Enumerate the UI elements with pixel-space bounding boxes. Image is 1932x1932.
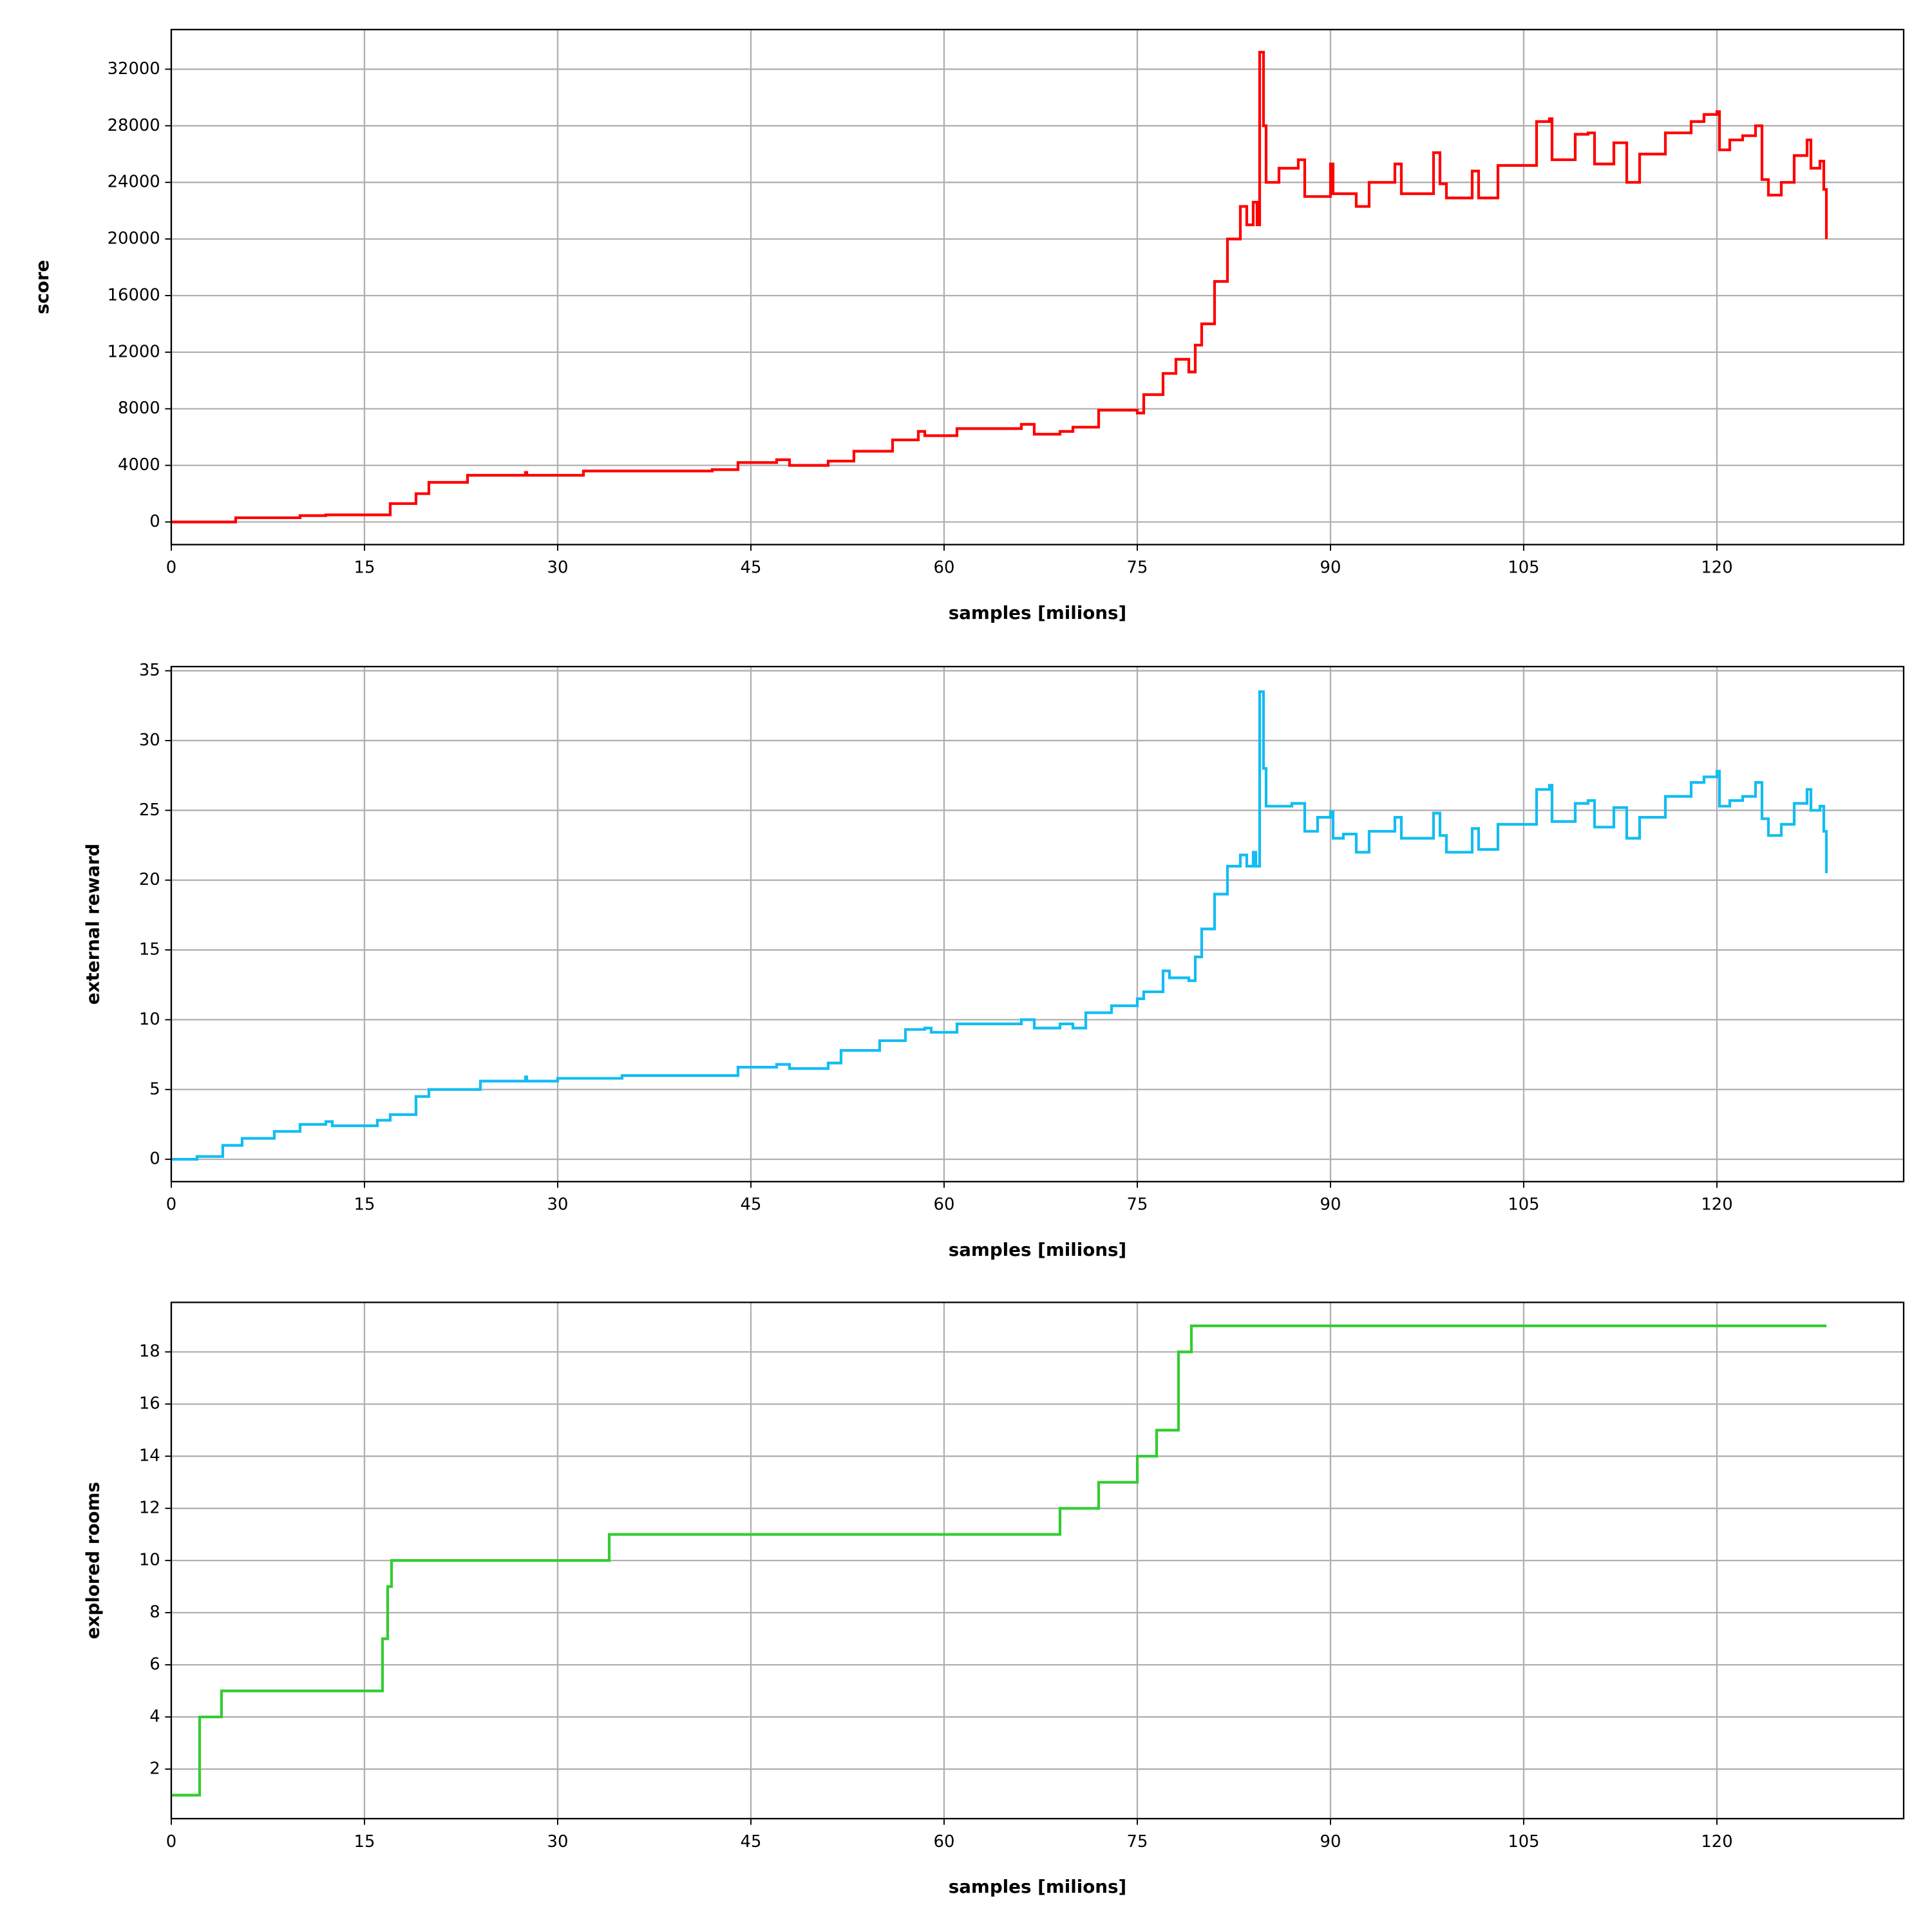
- y-tick-label: 12: [139, 1499, 160, 1518]
- x-tick-label: 15: [354, 558, 375, 578]
- x-tick-label: 0: [166, 558, 176, 578]
- x-tick-label: 120: [1701, 558, 1732, 578]
- y-tick-label: 8: [149, 1603, 160, 1622]
- x-tick-label: 75: [1127, 1195, 1148, 1215]
- x-tick-label: 15: [354, 1832, 375, 1852]
- x-tick-label: 75: [1127, 1832, 1148, 1852]
- y-tick-label: 25: [139, 800, 160, 820]
- data-line: [171, 1324, 1826, 1797]
- x-tick-label: 45: [741, 1832, 762, 1852]
- y-tick-label: 20: [139, 870, 160, 889]
- x-tick-label: 60: [934, 558, 955, 578]
- plot-frame: [170, 28, 1905, 545]
- x-tick-label: 90: [1320, 1195, 1341, 1215]
- y-tick-label: 0: [149, 1150, 160, 1169]
- x-tick-label: 0: [166, 1832, 176, 1852]
- y-tick-label: 10: [139, 1010, 160, 1029]
- plot-frame: [170, 665, 1905, 1182]
- x-tick-label: 75: [1127, 558, 1148, 578]
- y-tick-label: 12000: [108, 342, 160, 361]
- x-tick-label: 30: [547, 1195, 569, 1215]
- y-axis-label: score: [32, 260, 53, 315]
- y-tick-label: 10: [139, 1551, 160, 1570]
- y-tick-label: 0: [149, 512, 160, 531]
- y-tick-label: 15: [139, 940, 160, 960]
- x-tick-label: 30: [547, 1832, 569, 1852]
- x-tick-label: 105: [1508, 1195, 1539, 1215]
- y-tick-label: 18: [139, 1342, 160, 1361]
- x-tick-label: 60: [934, 1832, 955, 1852]
- x-tick-label: 105: [1508, 1832, 1539, 1852]
- x-tick-label: 30: [547, 558, 569, 578]
- x-tick-label: 120: [1701, 1195, 1732, 1215]
- y-tick-label: 16: [139, 1394, 160, 1414]
- y-tick-label: 14: [139, 1446, 160, 1466]
- x-axis-label: samples [milions]: [949, 1239, 1127, 1260]
- x-tick-label: 90: [1320, 558, 1341, 578]
- data-line: [171, 690, 1828, 1161]
- plot-frame: [170, 1302, 1905, 1820]
- y-tick-label: 16000: [108, 285, 160, 305]
- y-tick-label: 6: [149, 1655, 160, 1674]
- x-tick-label: 90: [1320, 1832, 1341, 1852]
- y-tick-label: 32000: [108, 59, 160, 79]
- y-tick-label: 4000: [118, 455, 160, 475]
- y-axis-label: explored rooms: [82, 1482, 103, 1639]
- x-axis-label: samples [milions]: [949, 1876, 1127, 1897]
- x-tick-label: 0: [166, 1195, 176, 1215]
- y-tick-label: 8000: [118, 399, 160, 418]
- x-tick-label: 45: [741, 558, 762, 578]
- y-tick-label: 4: [149, 1707, 160, 1727]
- x-tick-label: 45: [741, 1195, 762, 1215]
- y-axis-label: external reward: [82, 844, 103, 1005]
- x-axis-label: samples [milions]: [949, 602, 1127, 623]
- y-tick-label: 30: [139, 730, 160, 750]
- x-tick-label: 15: [354, 1195, 375, 1215]
- y-tick-label: 24000: [108, 173, 160, 192]
- y-tick-label: 5: [149, 1079, 160, 1099]
- x-tick-label: 60: [934, 1195, 955, 1215]
- y-tick-label: 20000: [108, 229, 160, 249]
- y-tick-label: 28000: [108, 116, 160, 135]
- y-tick-label: 2: [149, 1759, 160, 1779]
- y-tick-label: 35: [139, 661, 160, 680]
- x-tick-label: 105: [1508, 558, 1539, 578]
- data-line: [171, 50, 1828, 524]
- x-tick-label: 120: [1701, 1832, 1732, 1852]
